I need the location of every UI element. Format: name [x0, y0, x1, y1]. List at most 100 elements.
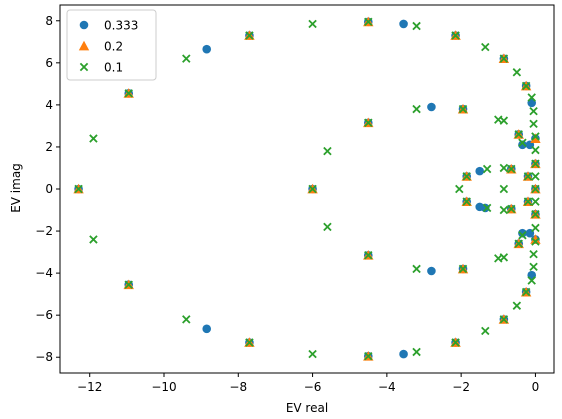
data-point: [399, 349, 408, 359]
data-point: [512, 301, 522, 310]
data-point: [521, 81, 531, 91]
data-point: [523, 197, 533, 206]
legend-label: 0.1: [104, 61, 123, 75]
legend-box: [66, 9, 157, 81]
x-tick-label: −6: [304, 380, 322, 394]
data-point: [455, 184, 464, 194]
legend-marker: [79, 20, 89, 30]
data-point: [451, 31, 460, 40]
data-point: [514, 130, 523, 139]
data-point: [124, 280, 133, 289]
data-point: [323, 146, 332, 156]
x-tick-label: −4: [378, 380, 396, 394]
data-point: [529, 106, 538, 116]
data-point: [499, 315, 509, 324]
y-tick-label: −2: [35, 224, 53, 238]
chart-axes: −12 −10 −8 −6 −4 −2 0 −8 −6 −4 −2 0 2 4 6 8: [35, 4, 555, 394]
x-tick-label: −2: [452, 380, 470, 394]
y-tick-label: 8: [45, 14, 53, 28]
data-point: [531, 223, 540, 233]
data-point: [399, 19, 408, 29]
data-point: [507, 164, 516, 174]
legend-marker: [78, 40, 90, 51]
data-point: [364, 351, 373, 361]
data-point: [531, 145, 540, 155]
data-point: [462, 172, 471, 181]
data-point: [480, 203, 490, 213]
data-point: [514, 239, 523, 248]
data-point: [530, 133, 541, 143]
data-point: [507, 204, 516, 214]
data-point: [499, 184, 509, 194]
data-point: [364, 251, 373, 260]
y-tick-label: −4: [35, 266, 53, 280]
y-tick-label: −8: [35, 350, 53, 364]
data-point: [518, 138, 527, 147]
legend-marker: [79, 62, 89, 72]
data-point: [512, 68, 522, 77]
data-point: [182, 315, 191, 324]
data-point: [499, 163, 509, 173]
data-point: [323, 222, 332, 232]
data-point: [364, 17, 373, 27]
data-point: [499, 205, 509, 215]
data-point: [308, 19, 317, 29]
data-point: [481, 42, 490, 52]
data-point: [202, 324, 212, 334]
data-point: [482, 203, 492, 213]
legend-label: 0.333: [104, 19, 138, 33]
data-point: [364, 118, 373, 127]
data-point: [245, 338, 254, 347]
data-point: [499, 54, 509, 63]
data-point: [499, 116, 509, 125]
data-point: [482, 164, 492, 174]
x-tick-label: −8: [229, 380, 247, 394]
y-axis-label: EV imag: [9, 163, 23, 213]
data-point: [245, 31, 254, 40]
y-tick-label: −6: [35, 308, 53, 322]
data-point: [531, 184, 540, 194]
y-tick-label: 6: [45, 56, 53, 70]
data-point: [458, 264, 468, 274]
data-point: [529, 262, 538, 272]
data-point: [412, 347, 421, 357]
data-point: [412, 21, 421, 31]
data-point: [89, 134, 98, 143]
data-point: [531, 197, 540, 206]
data-point: [530, 234, 541, 244]
data-point: [518, 140, 527, 150]
data-point: [531, 132, 540, 141]
data-point: [518, 228, 527, 238]
data-point: [308, 184, 317, 194]
data-point: [124, 89, 133, 98]
legend-label: 0.2: [104, 40, 123, 54]
data-point: [308, 349, 317, 359]
x-tick-label: −10: [151, 380, 176, 394]
data-point: [182, 54, 191, 63]
data-point: [412, 264, 421, 274]
data-point: [529, 249, 538, 259]
data-point: [458, 104, 468, 114]
data-point: [202, 44, 212, 54]
x-tick-label: 0: [532, 380, 540, 394]
data-point: [462, 197, 471, 206]
data-point: [527, 93, 536, 102]
data-point: [523, 172, 533, 181]
data-point: [412, 104, 421, 114]
data-point: [529, 119, 538, 129]
data-point: [89, 235, 98, 244]
chart-marks: [73, 16, 541, 361]
y-tick-label: 2: [45, 140, 53, 154]
y-tick-label: 4: [45, 98, 53, 112]
data-point: [499, 253, 509, 262]
data-point: [531, 172, 540, 181]
data-point: [518, 231, 527, 240]
data-point: [531, 209, 540, 219]
data-point: [531, 237, 540, 246]
x-axis-label: EV real: [286, 401, 328, 415]
y-tick-label: 0: [45, 182, 53, 196]
data-point: [451, 338, 460, 347]
data-point: [531, 159, 540, 169]
legend: 0.333 0.2 0.1: [66, 9, 157, 81]
